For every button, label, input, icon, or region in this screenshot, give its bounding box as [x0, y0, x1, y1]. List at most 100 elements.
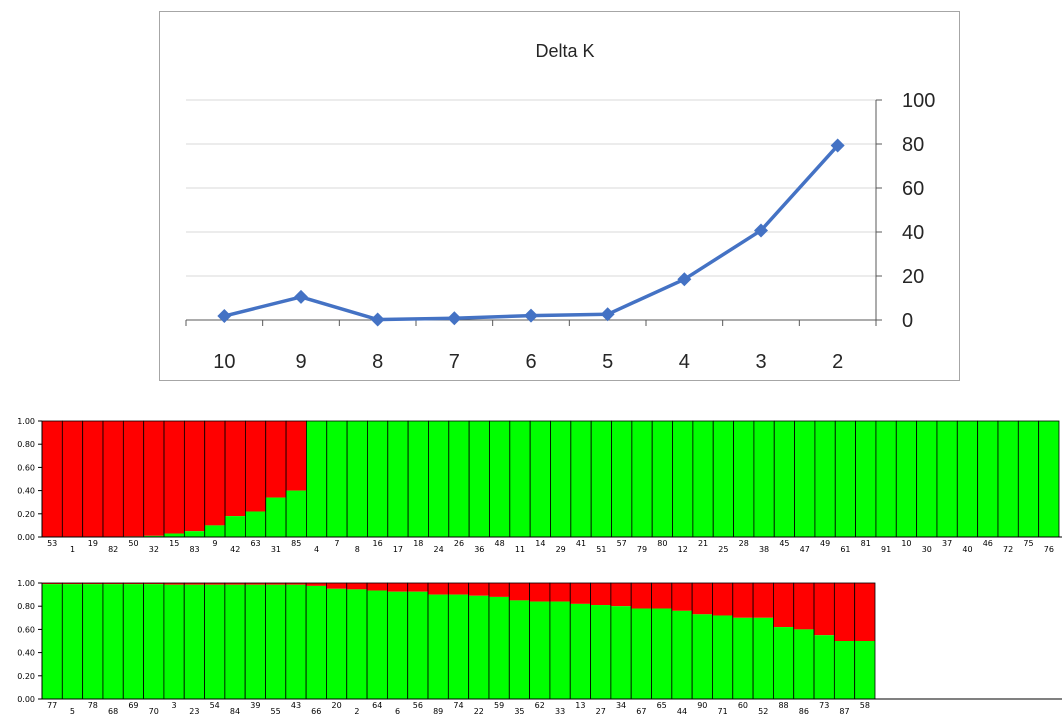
delta-k-point [754, 223, 768, 238]
bar-green-segment [306, 585, 327, 699]
bar-green-segment [224, 584, 246, 699]
bar-red-segment [286, 421, 307, 491]
bar-red-segment [387, 583, 408, 592]
bar-green-segment [590, 605, 611, 699]
bar-red-segment [753, 583, 774, 618]
bar-green-segment [957, 421, 978, 537]
x-tick-label: 9 [295, 351, 306, 373]
bar-green-segment [82, 584, 103, 699]
bar-green-segment [265, 584, 286, 699]
bar-red-segment [529, 583, 550, 602]
bar-red-segment [204, 421, 226, 526]
bar-green-segment [794, 421, 815, 537]
x-tick-label: 46 [983, 539, 993, 548]
x-tick-label: 70 [149, 707, 159, 716]
bar-green-segment [163, 584, 185, 699]
x-tick-label: 83 [189, 545, 199, 554]
bar-red-segment [184, 421, 205, 532]
x-tick-label: 22 [474, 707, 484, 716]
bar-green-segment [204, 525, 226, 537]
x-tick-label: 19 [88, 539, 98, 548]
bar-red-segment [854, 583, 875, 641]
bar-green-segment [428, 421, 449, 537]
delta-k-chart: Delta K 0 20 40 60 80 100 10 9 8 7 6 5 4 3 2 [185, 41, 935, 373]
x-tick-label: 4 [679, 351, 690, 373]
y-tick-label: 0.80 [17, 440, 35, 449]
bar-red-segment [610, 583, 632, 607]
bar-red-segment [732, 583, 754, 618]
x-tick-label: 8 [372, 351, 383, 373]
x-tick-label: 1 [70, 545, 75, 554]
bar-red-segment [570, 583, 591, 604]
delta-k-point [370, 312, 385, 327]
bar-red-segment [814, 583, 835, 636]
bar-red-segment [651, 583, 672, 609]
bar-green-segment [753, 617, 774, 699]
bar-green-segment [549, 601, 571, 699]
x-tick-label: 26 [454, 539, 464, 548]
x-tick-label: 8 [355, 545, 360, 554]
x-tick-label: 76 [1044, 545, 1054, 554]
bar-red-segment [631, 583, 652, 609]
x-tick-label: 27 [596, 707, 606, 716]
x-tick-label: 28 [739, 539, 749, 548]
bar-red-segment [448, 583, 469, 595]
x-tick-label: 56 [413, 701, 423, 710]
bar-red-segment [204, 583, 225, 585]
bar-green-segment [143, 535, 165, 537]
y-tick-label: 0.40 [17, 649, 35, 658]
x-tick-label: 62 [535, 701, 545, 710]
bar-red-segment [793, 583, 815, 630]
y-tick-label: 1.00 [17, 579, 35, 588]
bar-red-segment [143, 421, 165, 536]
bar-green-segment [692, 421, 714, 537]
bar-green-segment [143, 584, 164, 699]
bar-green-segment [346, 589, 368, 699]
bar-green-segment [326, 421, 348, 537]
delta-k-chart-panel [159, 11, 960, 381]
bar-green-segment [428, 594, 449, 699]
x-tick-label: 21 [698, 539, 708, 548]
x-tick-label: 3 [755, 351, 766, 373]
x-tick-label: 39 [250, 701, 260, 710]
bar-red-segment [692, 583, 713, 615]
bar-red-segment [265, 583, 286, 585]
x-tick-label: 52 [758, 707, 768, 716]
bar-red-segment [326, 583, 347, 589]
bar-red-segment [509, 583, 530, 601]
x-tick-label: 80 [657, 539, 667, 548]
y-tick-label: 0.60 [17, 625, 35, 634]
bar-green-segment [245, 511, 266, 537]
bar-green-segment [671, 610, 693, 699]
bar-red-segment [245, 583, 266, 585]
x-tick-label: 48 [495, 539, 505, 548]
bar-green-segment [123, 584, 144, 699]
bar-red-segment [590, 583, 611, 606]
x-tick-label: 25 [718, 545, 728, 554]
y-tick-label: 80 [902, 134, 924, 156]
bar-green-segment [1038, 421, 1059, 537]
bar-green-segment [225, 516, 246, 537]
x-tick-label: 5 [602, 351, 613, 373]
bar-green-segment [875, 421, 897, 537]
x-tick-label: 10 [213, 351, 235, 373]
y-tick-label: 20 [902, 266, 924, 288]
bar-green-segment [245, 584, 266, 699]
bar-green-segment [855, 421, 876, 537]
bar-red-segment [82, 421, 104, 537]
delta-k-point [600, 307, 615, 322]
bar-green-segment [936, 421, 958, 537]
delta-k-point [217, 309, 232, 324]
x-tick-label: 34 [616, 701, 626, 710]
bar-green-segment [651, 608, 672, 699]
x-tick-label: 44 [677, 707, 687, 716]
bar-red-segment [773, 583, 794, 628]
x-tick-label: 57 [617, 539, 627, 548]
x-tick-label: 78 [88, 701, 98, 710]
bar-green-segment [387, 421, 409, 537]
bar-red-segment [834, 583, 855, 641]
delta-k-point [677, 272, 692, 287]
bar-green-segment [347, 421, 368, 537]
bar-green-segment [774, 421, 795, 537]
bar-green-segment [854, 641, 875, 699]
